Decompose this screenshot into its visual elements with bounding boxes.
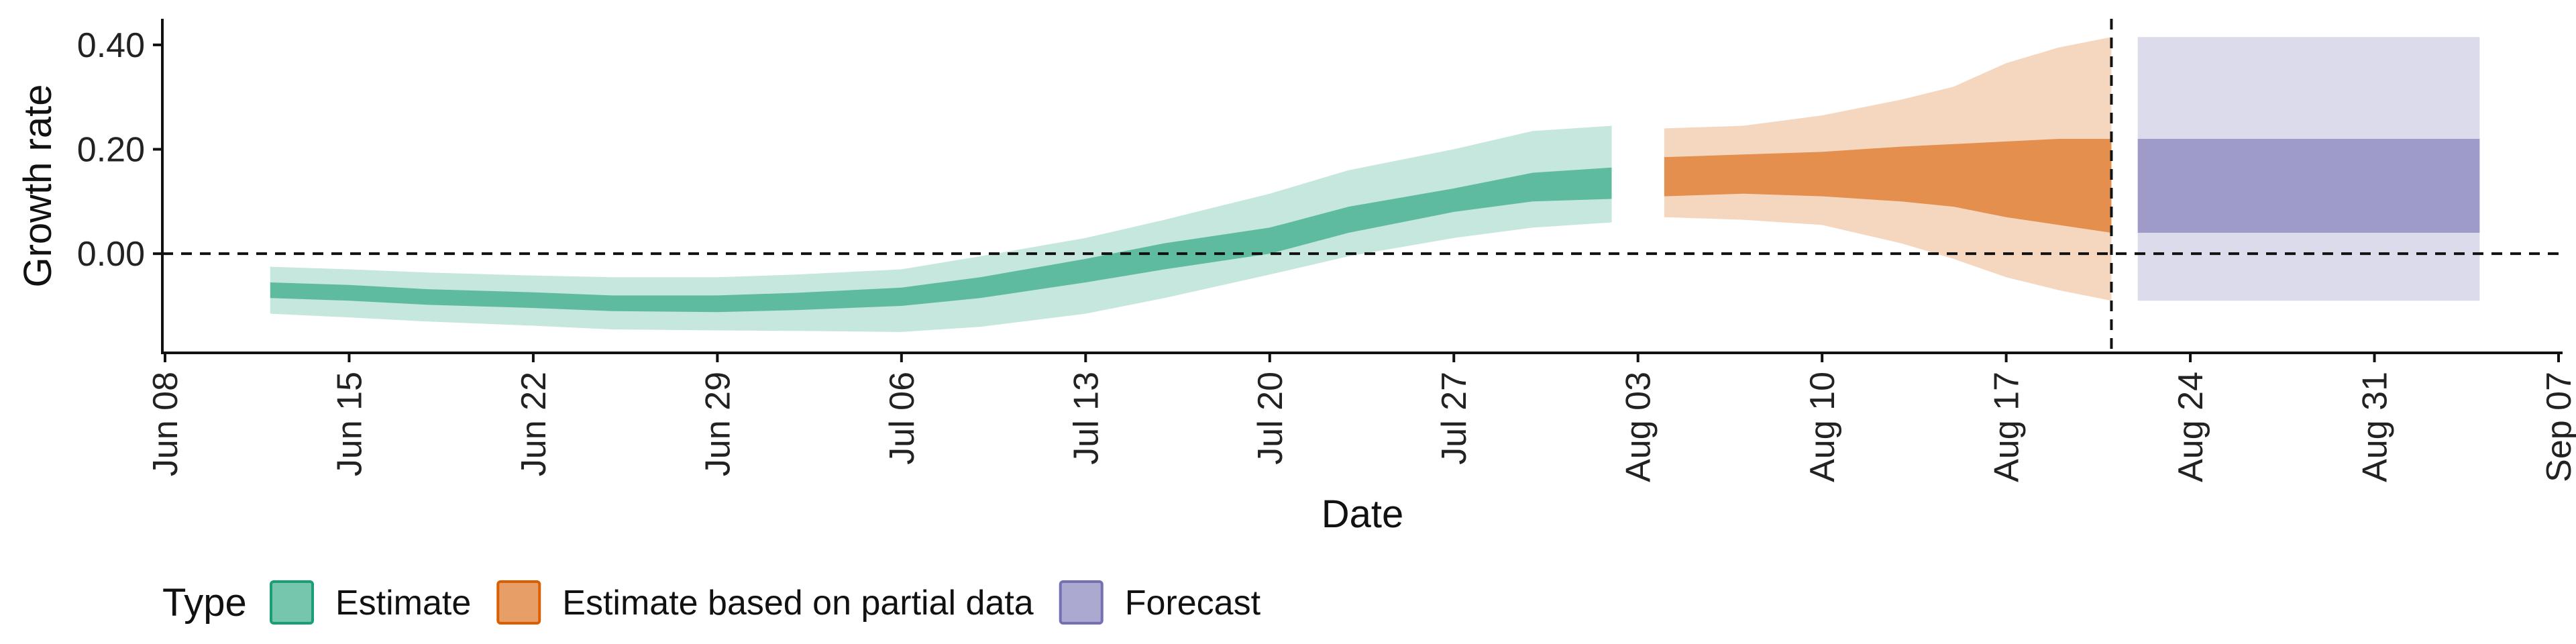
forecast-band-50 — [2137, 139, 2480, 233]
x-tick-label: Aug 03 — [1619, 372, 1658, 482]
legend-label-estimate: Estimate — [335, 584, 471, 623]
x-tick-label: Aug 10 — [1803, 372, 1842, 482]
x-axis-title: Date — [1322, 492, 1404, 536]
x-tick-label: Jul 13 — [1067, 372, 1106, 465]
x-tick-label: Aug 17 — [1988, 372, 2027, 482]
y-axis-title: Growth rate — [16, 85, 60, 288]
legend-swatch-estimate-based-on-partial-data — [496, 580, 541, 625]
y-tick-label: 0.20 — [77, 131, 145, 170]
x-tick-label: Aug 24 — [2171, 372, 2210, 482]
estimate-band-50 — [270, 167, 1612, 313]
legend-swatch-estimate — [270, 580, 314, 625]
x-tick-label: Jul 20 — [1251, 372, 1290, 465]
legend: Type Estimate Estimate based on partial da… — [162, 580, 1261, 625]
x-tick-label: Jun 15 — [330, 372, 369, 476]
x-tick-label: Jun 29 — [698, 372, 737, 476]
x-tick-label: Jul 27 — [1435, 372, 1474, 465]
x-tick-label: Sep 07 — [2540, 372, 2576, 482]
y-tick-label: 0.00 — [77, 235, 145, 274]
x-tick-label: Jun 08 — [146, 372, 185, 476]
x-tick-label: Jun 22 — [515, 372, 553, 476]
y-tick-label: 0.40 — [77, 26, 145, 65]
reference-lines — [162, 19, 2563, 353]
legend-label-forecast: Forecast — [1125, 584, 1261, 623]
legend-swatch-forecast — [1059, 580, 1104, 625]
legend-title: Type — [162, 581, 247, 625]
axes: 0.00 0.20 0.40 Jun 08 Jun 15 Jun 22 Jun 29 Jul … — [16, 19, 2576, 536]
estimate-based-on-partial-data-band-50 — [1664, 139, 2112, 233]
x-tick-label: Aug 31 — [2356, 372, 2395, 482]
legend-label-estimate-based-on-partial-data: Estimate based on partial data — [562, 584, 1034, 623]
interval-bands — [270, 37, 2480, 332]
x-tick-label: Jul 06 — [883, 372, 922, 465]
estimate-band-90 — [270, 125, 1612, 332]
